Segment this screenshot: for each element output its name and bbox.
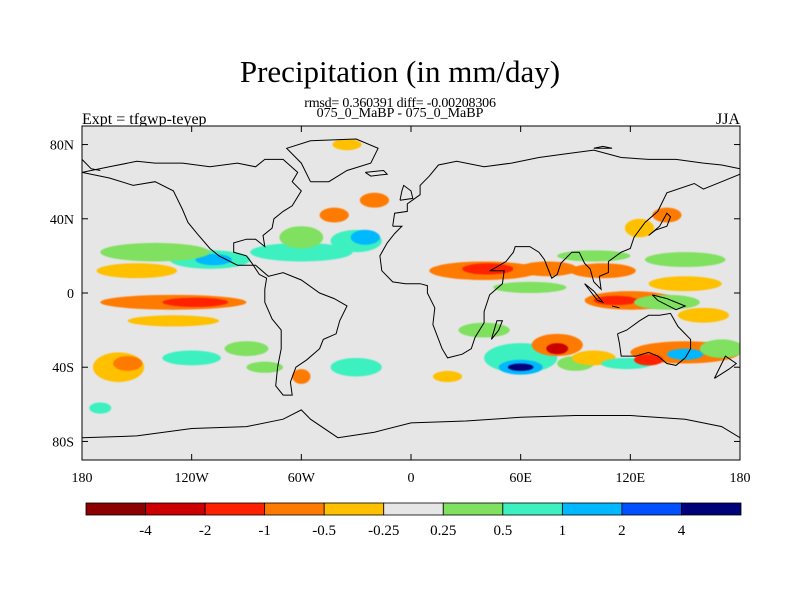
colorbar-label: 0.5 (493, 523, 512, 539)
colorbar-label: -0.25 (368, 523, 399, 539)
anomaly-region (246, 361, 284, 373)
anomaly-region (462, 263, 514, 275)
anomaly-region (652, 207, 682, 223)
y-tick-label: 80S (52, 435, 74, 450)
anomaly-region (319, 207, 349, 223)
colorbar-label: -2 (199, 523, 212, 539)
coastline (648, 212, 672, 236)
x-tick-label: 0 (408, 471, 415, 486)
anomaly-region (593, 295, 638, 306)
coastline (651, 294, 687, 311)
anomaly-region (332, 138, 362, 151)
colorbar-swatch (264, 502, 325, 516)
anomaly-region (570, 263, 636, 279)
colorbar-label: -1 (258, 523, 271, 539)
colorbar-swatch (85, 502, 146, 516)
anomaly-region (96, 263, 178, 279)
coastline (490, 320, 504, 340)
y-tick-label: 40N (50, 213, 74, 228)
axes-layer: 180 120W 60W 0 60E 120E 180 80N 40N 0 40S 80S (50, 126, 751, 486)
colorbar-swatch (204, 502, 266, 516)
coastline (713, 355, 738, 379)
anomaly-region (292, 369, 311, 384)
anomaly-region (633, 354, 664, 366)
anomaly-region (458, 322, 510, 338)
y-tick-label: 0 (67, 287, 74, 302)
season-label: JJA (715, 111, 740, 128)
anomaly-region (677, 307, 730, 323)
colorbar-swatch (681, 502, 742, 516)
anomaly-region (224, 341, 269, 357)
anomaly-region (633, 294, 700, 310)
anomaly-region (127, 315, 220, 327)
x-tick-label: 120W (175, 471, 210, 486)
colorbar-swatch (323, 502, 385, 516)
colorbar-swatch (561, 502, 623, 516)
anomaly-region (250, 242, 353, 262)
experiment-label: Expt = tfgwp-teyep (82, 111, 207, 128)
colorbar-swatch (621, 502, 682, 516)
anomaly-region (279, 226, 324, 249)
anomaly-region (546, 343, 569, 355)
anomaly-region (507, 363, 534, 371)
y-tick-label: 40S (52, 361, 74, 376)
colorbar-swatch (145, 502, 206, 516)
coastline-layer (82, 138, 740, 439)
colorbar-label: -4 (139, 523, 152, 539)
colorbar-label: 0.25 (430, 523, 456, 539)
anomaly-region (330, 357, 382, 377)
anomaly-region (493, 281, 567, 293)
coastline (82, 159, 101, 171)
coastline (399, 184, 414, 201)
coastline (593, 145, 613, 149)
colorbar: -4 -2 -1 -0.5 -0.25 0.25 0.5 1 2 4 (85, 502, 742, 539)
anomaly-region (359, 192, 390, 208)
anomaly-region (162, 297, 229, 307)
anomaly-layer (89, 138, 740, 414)
colorbar-swatch (502, 502, 563, 516)
anomaly-region (644, 252, 726, 268)
coastline (584, 283, 605, 304)
coastline (365, 169, 389, 177)
case-line: 075_0_MaBP - 075_0_MaBP (316, 106, 484, 121)
colorbar-label: 2 (618, 523, 626, 539)
anomaly-region (624, 218, 655, 238)
coastline (82, 409, 740, 439)
stats-line: rmsd= 0.360391 diff= -0.00208306 (304, 96, 496, 111)
anomaly-region (89, 402, 112, 414)
anomaly-region (162, 350, 221, 366)
colorbar-label: 1 (559, 523, 567, 539)
colorbar-swatch (383, 502, 444, 516)
coastline (611, 305, 620, 309)
anomaly-region (113, 356, 143, 371)
colorbar-label: 4 (678, 523, 686, 539)
anomaly-region (666, 348, 704, 360)
coastline (379, 149, 740, 359)
anomaly-region (432, 370, 463, 383)
x-tick-label: 180 (730, 471, 751, 486)
anomaly-region (100, 242, 210, 262)
x-tick-label: 120E (616, 471, 646, 486)
coastline (617, 312, 692, 366)
x-tick-label: 180 (72, 471, 93, 486)
colorbar-label: -0.5 (312, 523, 336, 539)
x-tick-label: 60E (509, 471, 532, 486)
coastline (285, 138, 379, 183)
anomaly-region (699, 339, 740, 358)
colorbar-swatch (442, 502, 504, 516)
anomaly-region (350, 229, 380, 245)
y-tick-label: 80N (50, 139, 74, 154)
anomaly-region (195, 254, 232, 266)
coastline (82, 158, 348, 396)
anomaly-region (648, 276, 722, 292)
page-title: Precipitation (in mm/day) (239, 54, 561, 89)
x-tick-label: 60W (288, 471, 316, 486)
